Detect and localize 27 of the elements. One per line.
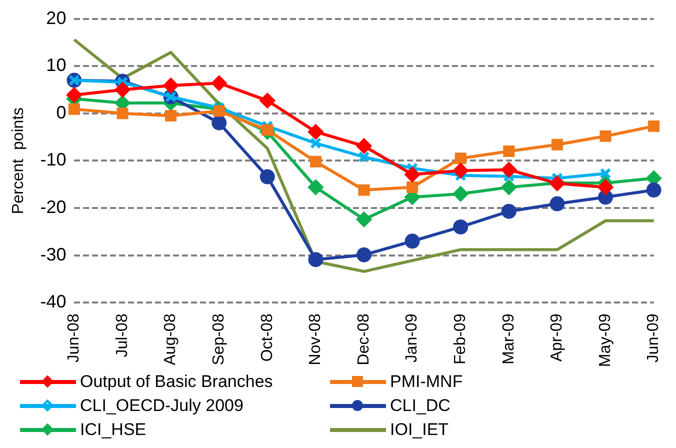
y-tick-label: -40 [40, 292, 66, 312]
x-tick-label: Oct-08 [258, 314, 276, 362]
y-axis-title: Percent points [10, 107, 28, 214]
legend-label: PMI-MNF [390, 372, 463, 392]
x-tick-label: Aug-08 [162, 314, 180, 366]
y-tick-label: 20 [46, 8, 66, 28]
x-tick-label: Sep-08 [210, 314, 228, 366]
y-tick-label: -10 [40, 150, 66, 170]
legend-label: IOI_IET [390, 420, 449, 440]
x-tick-label: May-09 [596, 314, 614, 368]
x-tick-label: Nov-08 [307, 314, 324, 366]
x-tick-label: Jun-09 [645, 314, 662, 363]
x-tick-label: Jun-08 [66, 314, 83, 363]
x-tick-label: Feb-09 [452, 314, 470, 364]
x-tick-label: Dec-08 [355, 314, 372, 366]
y-tick-label: 10 [46, 55, 66, 76]
x-tick-label: Apr-09 [548, 314, 566, 362]
legend-label: Output of Basic Branches [80, 372, 273, 392]
legend-label: CLI_DC [390, 396, 450, 416]
y-tick-label: -30 [40, 244, 66, 264]
y-tick-label: 0 [56, 102, 66, 122]
x-tick-label: Jul-08 [114, 314, 131, 358]
legend-label: CLI_OECD-July 2009 [80, 396, 244, 416]
legend-label: ICI_HSE [80, 420, 146, 440]
x-tick-label: Jan-09 [404, 314, 421, 363]
x-tick-label: Mar-09 [500, 314, 518, 364]
y-tick-label: -20 [40, 197, 66, 217]
